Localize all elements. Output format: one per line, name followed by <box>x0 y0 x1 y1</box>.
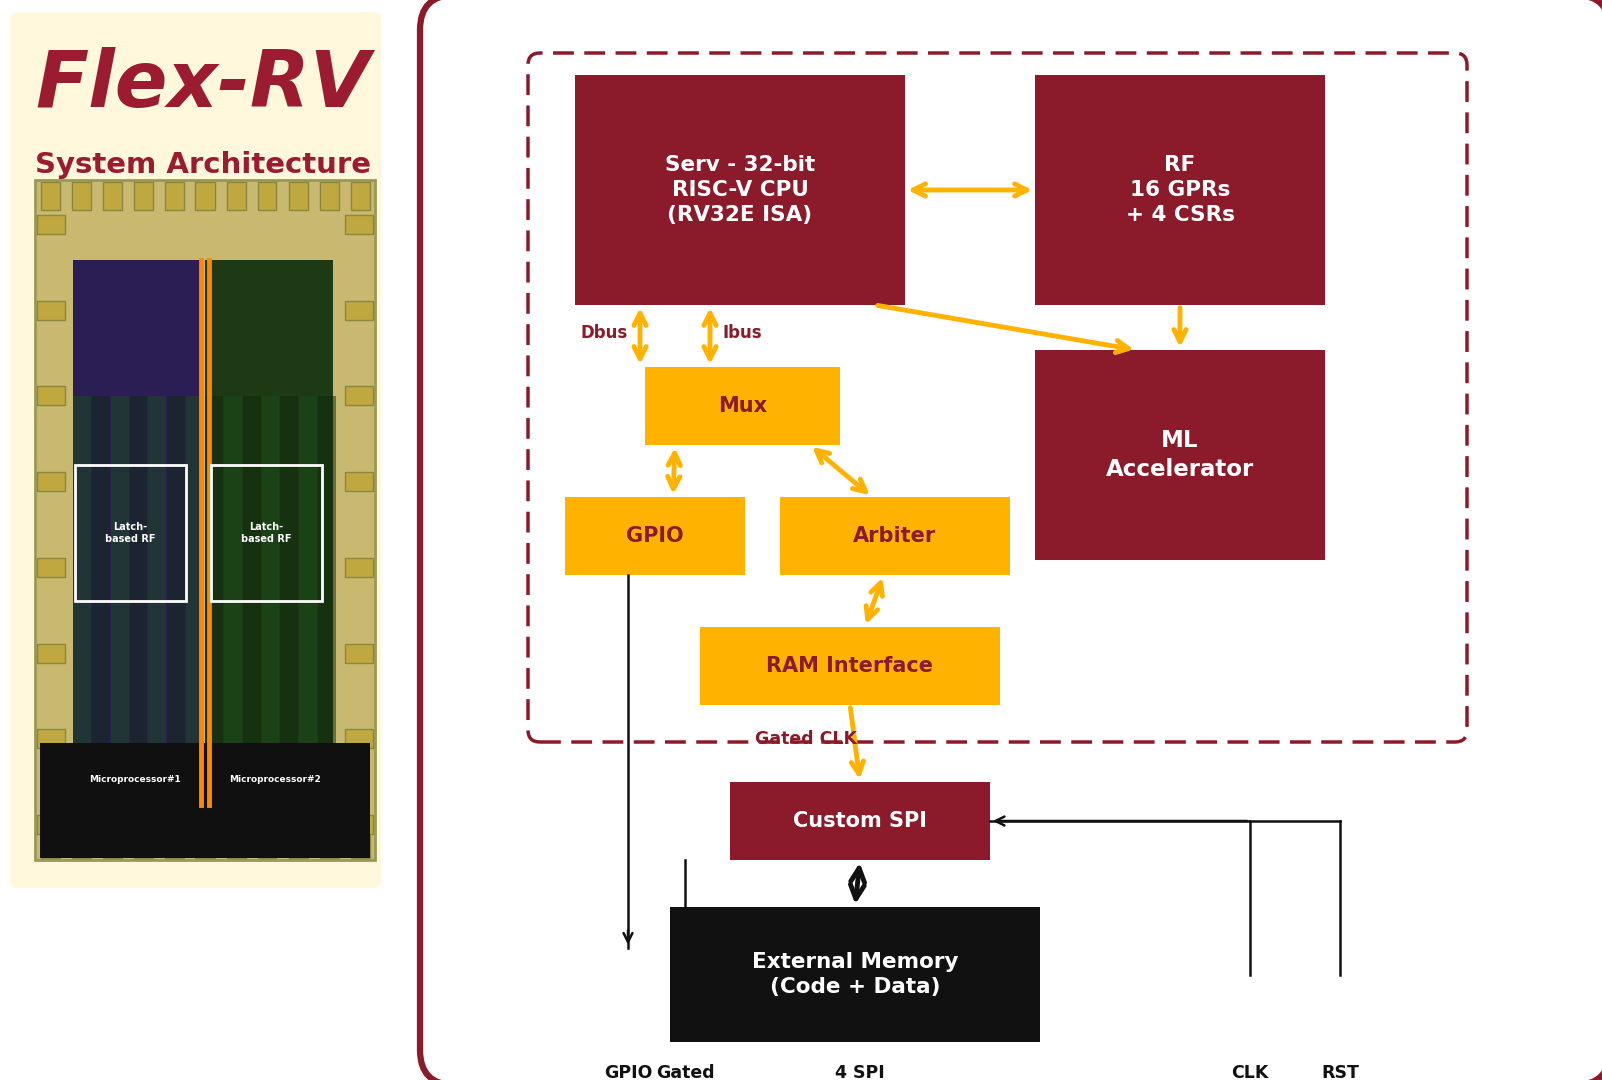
FancyBboxPatch shape <box>186 396 203 805</box>
FancyBboxPatch shape <box>351 831 370 858</box>
Text: CLK: CLK <box>1232 1064 1269 1080</box>
FancyBboxPatch shape <box>226 183 245 210</box>
FancyBboxPatch shape <box>74 260 200 805</box>
Text: Ibus: Ibus <box>723 324 761 342</box>
Text: Serv - 32-bit
RISC-V CPU
(RV32E ISA): Serv - 32-bit RISC-V CPU (RV32E ISA) <box>665 156 815 225</box>
Text: Gated
CLK: Gated CLK <box>655 1064 714 1080</box>
FancyBboxPatch shape <box>344 215 373 234</box>
FancyBboxPatch shape <box>261 396 279 805</box>
FancyBboxPatch shape <box>37 729 66 748</box>
Text: RST: RST <box>1322 1064 1358 1080</box>
Text: System Architecture: System Architecture <box>35 151 372 179</box>
FancyBboxPatch shape <box>280 396 298 805</box>
FancyBboxPatch shape <box>1035 350 1325 561</box>
FancyBboxPatch shape <box>37 472 66 491</box>
FancyBboxPatch shape <box>319 396 336 805</box>
FancyBboxPatch shape <box>258 183 277 210</box>
FancyBboxPatch shape <box>195 831 215 858</box>
FancyBboxPatch shape <box>288 831 308 858</box>
Text: Flex-RV: Flex-RV <box>35 48 370 123</box>
Text: Latch-
based RF: Latch- based RF <box>106 522 155 543</box>
FancyBboxPatch shape <box>319 831 338 858</box>
FancyBboxPatch shape <box>288 183 308 210</box>
Text: Dbus: Dbus <box>582 324 628 342</box>
FancyBboxPatch shape <box>74 396 91 805</box>
FancyBboxPatch shape <box>72 183 90 210</box>
FancyBboxPatch shape <box>37 387 66 405</box>
FancyBboxPatch shape <box>205 260 333 805</box>
FancyBboxPatch shape <box>244 396 261 805</box>
FancyBboxPatch shape <box>670 907 1040 1042</box>
FancyBboxPatch shape <box>37 558 66 577</box>
FancyBboxPatch shape <box>344 644 373 662</box>
FancyBboxPatch shape <box>91 396 109 805</box>
FancyBboxPatch shape <box>103 831 122 858</box>
FancyBboxPatch shape <box>195 183 215 210</box>
Text: Arbiter: Arbiter <box>854 526 937 546</box>
Text: Latch-
based RF: Latch- based RF <box>242 522 292 543</box>
Text: 4 SPI
Signals: 4 SPI Signals <box>825 1064 896 1080</box>
FancyBboxPatch shape <box>165 183 184 210</box>
FancyBboxPatch shape <box>566 497 745 575</box>
FancyBboxPatch shape <box>10 12 381 888</box>
Text: Custom SPI: Custom SPI <box>793 811 928 831</box>
Text: RAM Interface: RAM Interface <box>766 656 934 676</box>
FancyBboxPatch shape <box>37 815 66 834</box>
FancyBboxPatch shape <box>35 180 375 860</box>
FancyBboxPatch shape <box>149 396 167 805</box>
Text: External Memory
(Code + Data): External Memory (Code + Data) <box>751 953 958 997</box>
Text: GPIO: GPIO <box>604 1064 652 1080</box>
FancyBboxPatch shape <box>344 558 373 577</box>
FancyBboxPatch shape <box>224 396 242 805</box>
Text: ML
Accelerator: ML Accelerator <box>1105 429 1254 481</box>
FancyBboxPatch shape <box>40 743 370 858</box>
FancyBboxPatch shape <box>344 387 373 405</box>
FancyBboxPatch shape <box>344 300 373 320</box>
FancyBboxPatch shape <box>37 300 66 320</box>
Text: Gated CLK: Gated CLK <box>755 729 857 747</box>
FancyBboxPatch shape <box>226 831 245 858</box>
Text: Microprocessor#1: Microprocessor#1 <box>90 775 181 784</box>
FancyBboxPatch shape <box>344 815 373 834</box>
FancyBboxPatch shape <box>37 644 66 662</box>
FancyBboxPatch shape <box>130 396 147 805</box>
FancyBboxPatch shape <box>103 183 122 210</box>
FancyBboxPatch shape <box>111 396 128 805</box>
FancyBboxPatch shape <box>37 215 66 234</box>
FancyBboxPatch shape <box>133 831 152 858</box>
FancyBboxPatch shape <box>351 183 370 210</box>
FancyBboxPatch shape <box>300 396 317 805</box>
FancyBboxPatch shape <box>780 497 1009 575</box>
FancyBboxPatch shape <box>40 831 59 858</box>
FancyBboxPatch shape <box>646 367 839 445</box>
FancyBboxPatch shape <box>731 782 990 860</box>
FancyBboxPatch shape <box>40 183 59 210</box>
FancyBboxPatch shape <box>344 729 373 748</box>
Text: Mux: Mux <box>718 396 767 416</box>
FancyBboxPatch shape <box>319 183 338 210</box>
FancyBboxPatch shape <box>420 0 1602 1080</box>
FancyBboxPatch shape <box>575 75 905 305</box>
FancyBboxPatch shape <box>344 472 373 491</box>
Text: Microprocessor#2: Microprocessor#2 <box>229 775 320 784</box>
FancyBboxPatch shape <box>205 396 223 805</box>
FancyBboxPatch shape <box>1035 75 1325 305</box>
FancyBboxPatch shape <box>700 627 1000 705</box>
FancyBboxPatch shape <box>165 831 184 858</box>
FancyBboxPatch shape <box>167 396 186 805</box>
Text: RF
16 GPRs
+ 4 CSRs: RF 16 GPRs + 4 CSRs <box>1126 156 1235 225</box>
FancyBboxPatch shape <box>258 831 277 858</box>
FancyBboxPatch shape <box>72 831 90 858</box>
Text: GPIO: GPIO <box>626 526 684 546</box>
FancyBboxPatch shape <box>133 183 152 210</box>
